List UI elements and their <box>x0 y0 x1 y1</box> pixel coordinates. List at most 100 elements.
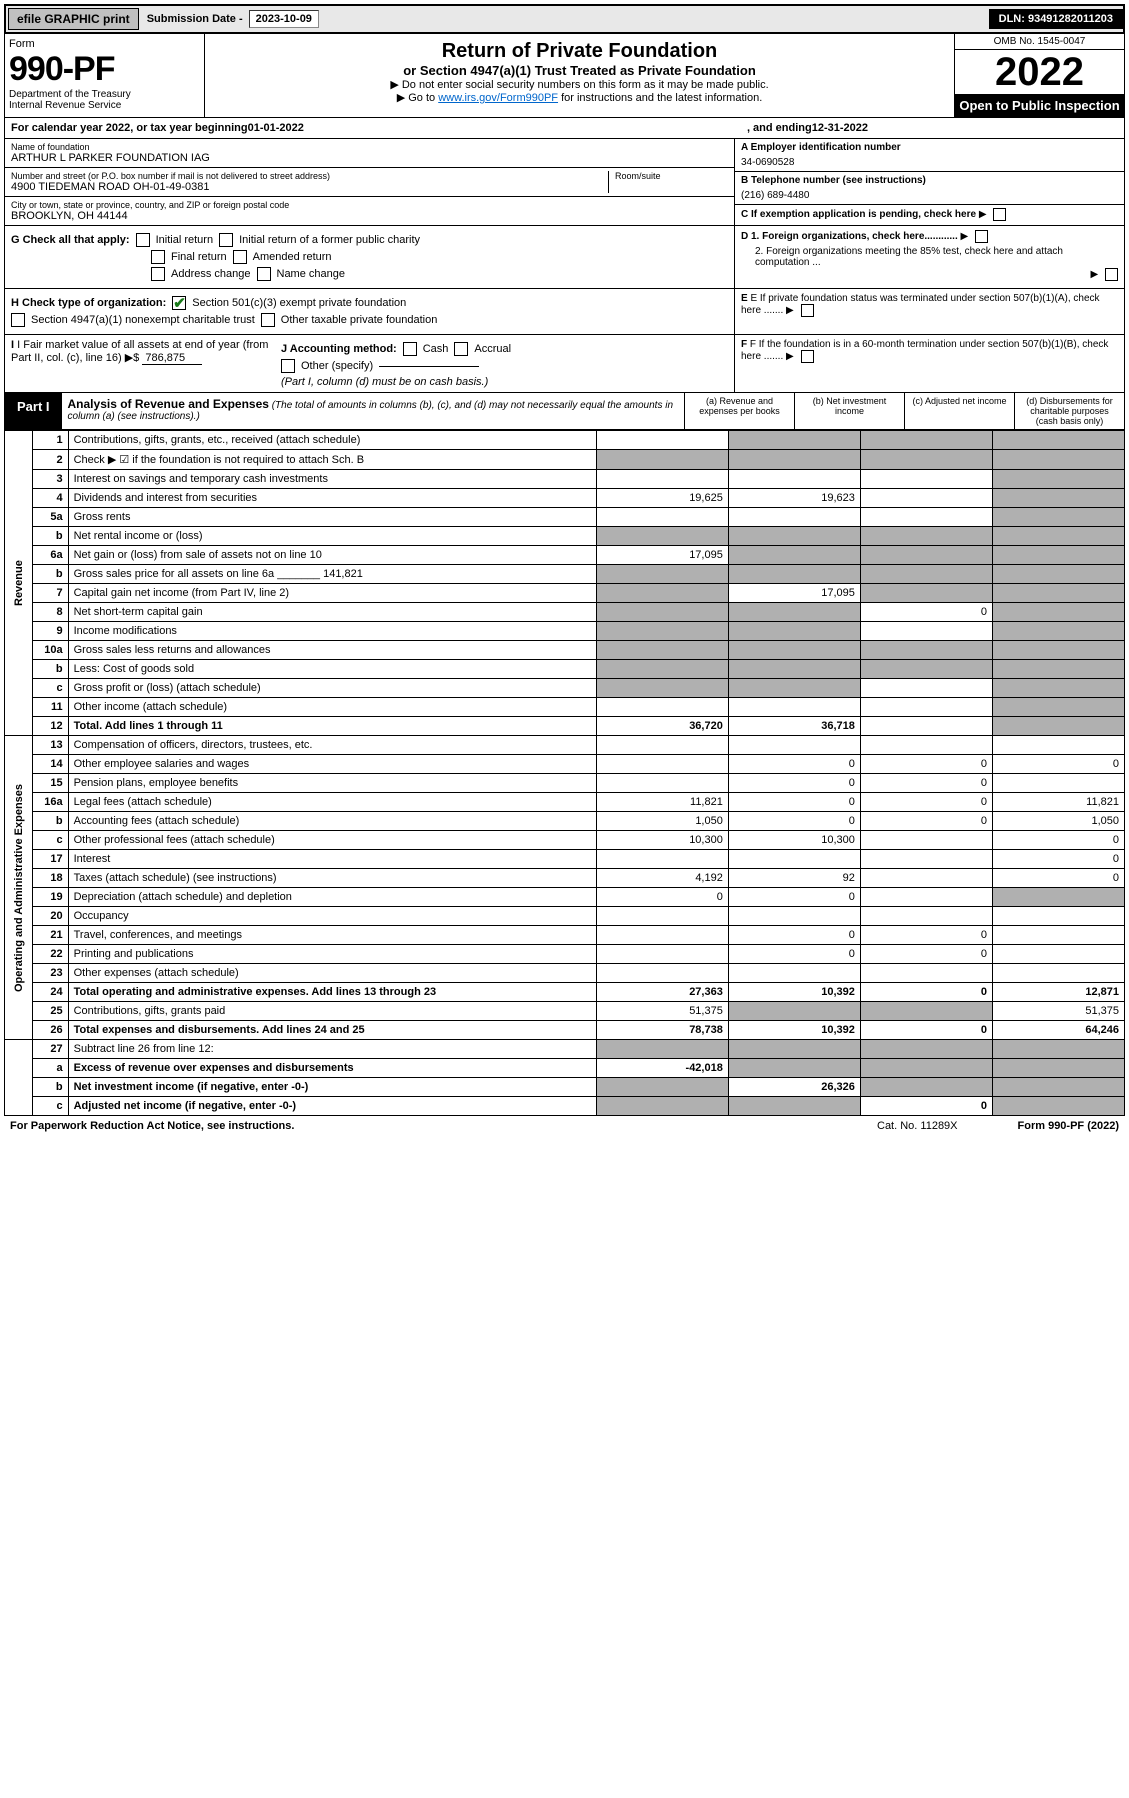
d1-cb[interactable] <box>975 230 988 243</box>
table-row: 7Capital gain net income (from Part IV, … <box>5 584 1125 603</box>
line-no: c <box>32 1097 68 1116</box>
table-row: 16aLegal fees (attach schedule)11,821001… <box>5 793 1125 812</box>
table-row: aExcess of revenue over expenses and dis… <box>5 1059 1125 1078</box>
line-no: 17 <box>32 850 68 869</box>
side-label: Operating and Administrative Expenses <box>5 736 33 1040</box>
table-row: 21Travel, conferences, and meetings00 <box>5 926 1125 945</box>
table-row: 10aGross sales less returns and allowanc… <box>5 641 1125 660</box>
table-row: 24Total operating and administrative exp… <box>5 983 1125 1002</box>
city-label: City or town, state or province, country… <box>11 200 728 210</box>
line-no: 1 <box>32 431 68 450</box>
initial-return-cb[interactable] <box>136 233 150 247</box>
paperwork-notice: For Paperwork Reduction Act Notice, see … <box>10 1120 294 1132</box>
ij-block: I I Fair market value of all assets at e… <box>4 335 1125 393</box>
g-label: G Check all that apply: <box>11 234 130 246</box>
line-no: c <box>32 831 68 850</box>
table-row: 5aGross rents <box>5 508 1125 527</box>
line-desc: Total operating and administrative expen… <box>68 983 596 1002</box>
line-desc: Net rental income or (loss) <box>68 527 596 546</box>
line-desc: Compensation of officers, directors, tru… <box>68 736 596 755</box>
topbar: efile GRAPHIC print Submission Date - 20… <box>4 4 1125 34</box>
table-row: 15Pension plans, employee benefits00 <box>5 774 1125 793</box>
d2-cb[interactable] <box>1105 268 1118 281</box>
note-link: ▶ Go to www.irs.gov/Form990PF for instru… <box>211 91 948 104</box>
note-ssn: ▶ Do not enter social security numbers o… <box>211 78 948 91</box>
other-taxable-cb[interactable] <box>261 313 275 327</box>
f-label: F F If the foundation is in a 60-month t… <box>741 339 1118 363</box>
col-d-hdr: (d) Disbursements for charitable purpose… <box>1014 393 1124 429</box>
part1-desc: Analysis of Revenue and Expenses (The to… <box>62 393 684 429</box>
line-desc: Less: Cost of goods sold <box>68 660 596 679</box>
line-no: 24 <box>32 983 68 1002</box>
line-no: b <box>32 565 68 584</box>
header-mid: Return of Private Foundation or Section … <box>205 34 954 117</box>
line-desc: Contributions, gifts, grants, etc., rece… <box>68 431 596 450</box>
table-row: 17Interest0 <box>5 850 1125 869</box>
table-row: cOther professional fees (attach schedul… <box>5 831 1125 850</box>
ein: 34-0690528 <box>741 157 794 168</box>
submission-label: Submission Date - <box>141 13 249 25</box>
line-no: 16a <box>32 793 68 812</box>
line-desc: Net short-term capital gain <box>68 603 596 622</box>
501c3-cb[interactable] <box>172 296 186 310</box>
j-label: J Accounting method: <box>281 343 397 355</box>
d2: 2. Foreign organizations meeting the 85%… <box>741 246 1118 268</box>
line-no: 27 <box>32 1040 68 1059</box>
part1-table: Revenue1Contributions, gifts, grants, et… <box>4 430 1125 1116</box>
cash-cb[interactable] <box>403 342 417 356</box>
line-desc: Other expenses (attach schedule) <box>68 964 596 983</box>
fmv: 786,875 <box>142 352 202 365</box>
j-note: (Part I, column (d) must be on cash basi… <box>281 376 728 388</box>
table-row: bLess: Cost of goods sold <box>5 660 1125 679</box>
e-cb[interactable] <box>801 304 814 317</box>
line-no: a <box>32 1059 68 1078</box>
d1: D 1. Foreign organizations, check here..… <box>741 230 1118 243</box>
col-b-hdr: (b) Net investment income <box>794 393 904 429</box>
line-desc: Net gain or (loss) from sale of assets n… <box>68 546 596 565</box>
city: BROOKLYN, OH 44144 <box>11 210 728 222</box>
other-method-cb[interactable] <box>281 359 295 373</box>
line-no: 20 <box>32 907 68 926</box>
line-no: 7 <box>32 584 68 603</box>
table-row: Operating and Administrative Expenses13C… <box>5 736 1125 755</box>
table-row: 20Occupancy <box>5 907 1125 926</box>
amended-return-cb[interactable] <box>233 250 247 264</box>
line-no: 12 <box>32 717 68 736</box>
line-desc: Pension plans, employee benefits <box>68 774 596 793</box>
f-cb[interactable] <box>801 350 814 363</box>
c-checkbox[interactable] <box>993 208 1006 221</box>
table-row: bAccounting fees (attach schedule)1,0500… <box>5 812 1125 831</box>
table-row: 27Subtract line 26 from line 12: <box>5 1040 1125 1059</box>
g-checks: G Check all that apply: Initial return I… <box>4 226 1125 289</box>
line-desc: Contributions, gifts, grants paid <box>68 1002 596 1021</box>
table-row: 26Total expenses and disbursements. Add … <box>5 1021 1125 1040</box>
entity-block: Name of foundation ARTHUR L PARKER FOUND… <box>4 139 1125 226</box>
line-no: 5a <box>32 508 68 527</box>
4947-cb[interactable] <box>11 313 25 327</box>
table-row: 23Other expenses (attach schedule) <box>5 964 1125 983</box>
name-change-cb[interactable] <box>257 267 271 281</box>
initial-former-cb[interactable] <box>219 233 233 247</box>
accrual-cb[interactable] <box>454 342 468 356</box>
efile-print-button[interactable]: efile GRAPHIC print <box>8 8 139 30</box>
line-desc: Income modifications <box>68 622 596 641</box>
address: 4900 TIEDEMAN ROAD OH-01-49-0381 <box>11 181 608 193</box>
line-no: 25 <box>32 1002 68 1021</box>
line-no: 4 <box>32 489 68 508</box>
line-desc: Legal fees (attach schedule) <box>68 793 596 812</box>
table-row: 2Check ▶ ☑ if the foundation is not requ… <box>5 450 1125 470</box>
table-row: Revenue1Contributions, gifts, grants, et… <box>5 431 1125 450</box>
foundation-name: ARTHUR L PARKER FOUNDATION IAG <box>11 152 728 164</box>
line-desc: Interest <box>68 850 596 869</box>
col-a-hdr: (a) Revenue and expenses per books <box>684 393 794 429</box>
irs-link[interactable]: www.irs.gov/Form990PF <box>438 92 558 104</box>
form-title: Return of Private Foundation <box>211 40 948 63</box>
form-subtitle: or Section 4947(a)(1) Trust Treated as P… <box>211 63 948 78</box>
part1-header: Part I Analysis of Revenue and Expenses … <box>4 393 1125 430</box>
addr-label: Number and street (or P.O. box number if… <box>11 171 608 181</box>
final-return-cb[interactable] <box>151 250 165 264</box>
table-row: bNet investment income (if negative, ent… <box>5 1078 1125 1097</box>
address-change-cb[interactable] <box>151 267 165 281</box>
line-desc: Other professional fees (attach schedule… <box>68 831 596 850</box>
irs: Internal Revenue Service <box>9 100 200 111</box>
